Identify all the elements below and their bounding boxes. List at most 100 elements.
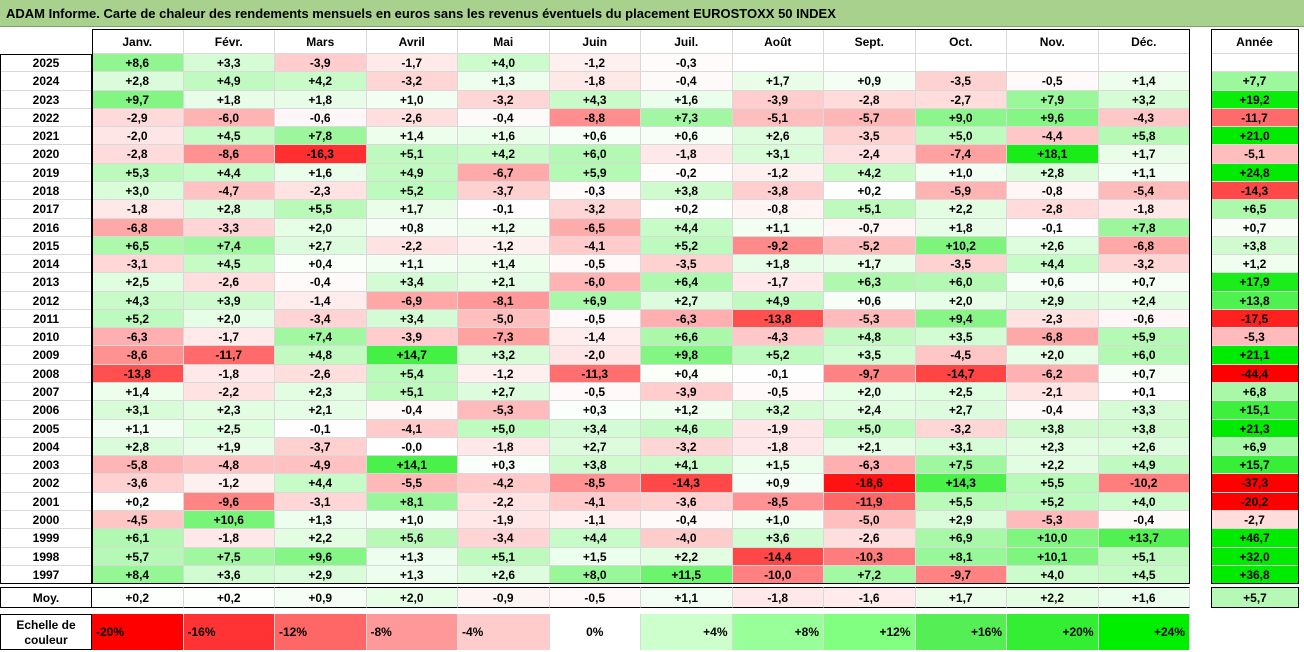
report-title: ADAM Informe. Carte de chaleur des rende…	[0, 0, 1304, 27]
return-cell: +2,3	[275, 383, 367, 402]
return-cell	[1098, 54, 1190, 73]
return-cell: +4,9	[732, 291, 824, 310]
return-cell: +9,6	[275, 547, 367, 566]
return-cell: -9,7	[824, 364, 916, 384]
return-cell: +5,2	[641, 236, 733, 256]
return-cell: -1,2	[183, 474, 275, 493]
return-cell: -5,3	[1007, 511, 1099, 530]
return-cell: +5,8	[1098, 127, 1190, 146]
return-cell: +0,7	[1098, 364, 1190, 384]
return-cell: +3,5	[915, 328, 1007, 347]
return-cell: -4,4	[1007, 127, 1099, 146]
year-label: 2018	[0, 181, 92, 201]
scale-label-line1: Echelle de	[16, 618, 76, 633]
return-cell: -3,9	[732, 90, 824, 109]
year-label: 2010	[0, 328, 92, 347]
return-cell: +6,9	[549, 291, 641, 310]
table-row: 2013 +2,5 -2,6 -0,4 +3,4 +2,1 -6,0 +6,4 -1,7 +6,3…	[0, 273, 1304, 292]
year-label: 2000	[0, 511, 92, 530]
return-cell: +3,8	[641, 181, 733, 201]
return-cell: +2,9	[915, 511, 1007, 530]
return-cell: -5,1	[732, 108, 824, 128]
average-cell: -0,9	[458, 587, 550, 609]
return-cell: +0,3	[549, 401, 641, 420]
return-cell: +10,1	[1007, 547, 1099, 566]
annual-return-cell: +13,8	[1211, 291, 1299, 310]
return-cell: +2,1	[275, 401, 367, 420]
year-label: 2015	[0, 236, 92, 256]
return-cell: +5,0	[824, 419, 916, 438]
return-cell: -0,5	[549, 255, 641, 274]
year-label: 2014	[0, 255, 92, 274]
average-cell: +1,1	[641, 587, 733, 609]
return-cell: +3,0	[92, 181, 184, 201]
return-cell: -3,5	[915, 255, 1007, 274]
return-cell: -16,3	[275, 145, 367, 164]
year-label: 2002	[0, 474, 92, 493]
table-row: 2001 +0,2 -9,6 -3,1 +8,1 -2,2 -4,1 -3,6 -8,5 -11,…	[0, 492, 1304, 511]
return-cell: -1,2	[458, 364, 550, 384]
scale-label-line2: couleur	[24, 633, 68, 648]
return-cell: +1,3	[458, 72, 550, 91]
year-label: 2023	[0, 90, 92, 109]
return-cell: +4,3	[549, 90, 641, 109]
year-label: 2005	[0, 419, 92, 438]
return-cell: +18,1	[1007, 145, 1099, 164]
return-cell: -4,2	[458, 474, 550, 493]
return-cell: -2,3	[275, 181, 367, 201]
return-cell: +5,2	[1007, 492, 1099, 511]
return-cell: +2,8	[183, 200, 275, 219]
return-cell: -8,6	[183, 145, 275, 164]
average-cell: -1,6	[824, 587, 916, 609]
return-cell: +5,0	[915, 127, 1007, 146]
return-cell: -6,0	[183, 108, 275, 128]
return-cell: +5,2	[366, 181, 458, 201]
return-cell: +1,1	[366, 255, 458, 274]
return-cell: +1,7	[1098, 145, 1190, 164]
return-cell: -5,0	[824, 511, 916, 530]
return-cell: -0,4	[275, 273, 367, 292]
scale-step: +12%	[824, 614, 916, 651]
return-cell: +2,0	[824, 383, 916, 402]
return-cell: +9,7	[92, 90, 184, 109]
return-cell: -1,8	[641, 145, 733, 164]
month-header: Déc.	[1098, 29, 1190, 54]
return-cell: -3,2	[366, 72, 458, 91]
return-cell: +10,0	[1007, 529, 1099, 548]
return-cell: +2,2	[915, 200, 1007, 219]
scale-step: +4%	[641, 614, 733, 651]
return-cell: +0,6	[549, 127, 641, 146]
year-label: 2016	[0, 218, 92, 237]
table-row: 2015 +6,5 +7,4 +2,7 -2,2 -1,2 -4,1 +5,2 -9,2 -5,2…	[0, 236, 1304, 256]
return-cell: +10,6	[183, 511, 275, 530]
return-cell: +1,2	[458, 218, 550, 237]
return-cell: -1,8	[458, 437, 550, 457]
scale-step: -16%	[183, 614, 275, 651]
return-cell: -14,4	[732, 547, 824, 566]
return-cell: +0,6	[824, 291, 916, 310]
return-cell: -2,6	[183, 273, 275, 292]
table-row: 2022 -2,9 -6,0 -0,6 -2,6 -0,4 -8,8 +7,3 -5,1 -5,7…	[0, 108, 1304, 128]
return-cell: -4,1	[549, 492, 641, 511]
return-cell: -2,9	[92, 108, 184, 128]
return-cell: +6,0	[1098, 346, 1190, 365]
scale-step: +8%	[732, 614, 824, 651]
return-cell: -3,5	[824, 127, 916, 146]
return-cell: +5,1	[824, 200, 916, 219]
year-label: 2024	[0, 72, 92, 91]
return-cell: -5,5	[366, 474, 458, 493]
return-cell: -5,9	[915, 181, 1007, 201]
return-cell: +0,9	[732, 474, 824, 493]
return-cell: +5,1	[458, 547, 550, 566]
return-cell: +5,1	[366, 383, 458, 402]
return-cell: -3,9	[366, 328, 458, 347]
return-cell: -7,4	[915, 145, 1007, 164]
return-cell: +2,7	[641, 291, 733, 310]
return-cell: +5,1	[366, 145, 458, 164]
return-cell: -1,8	[549, 72, 641, 91]
return-cell: -0,4	[641, 511, 733, 530]
return-cell: -0,5	[732, 383, 824, 402]
return-cell: +4,0	[1007, 565, 1099, 585]
return-cell: -5,2	[824, 236, 916, 256]
scale-step: +16%	[915, 614, 1007, 651]
